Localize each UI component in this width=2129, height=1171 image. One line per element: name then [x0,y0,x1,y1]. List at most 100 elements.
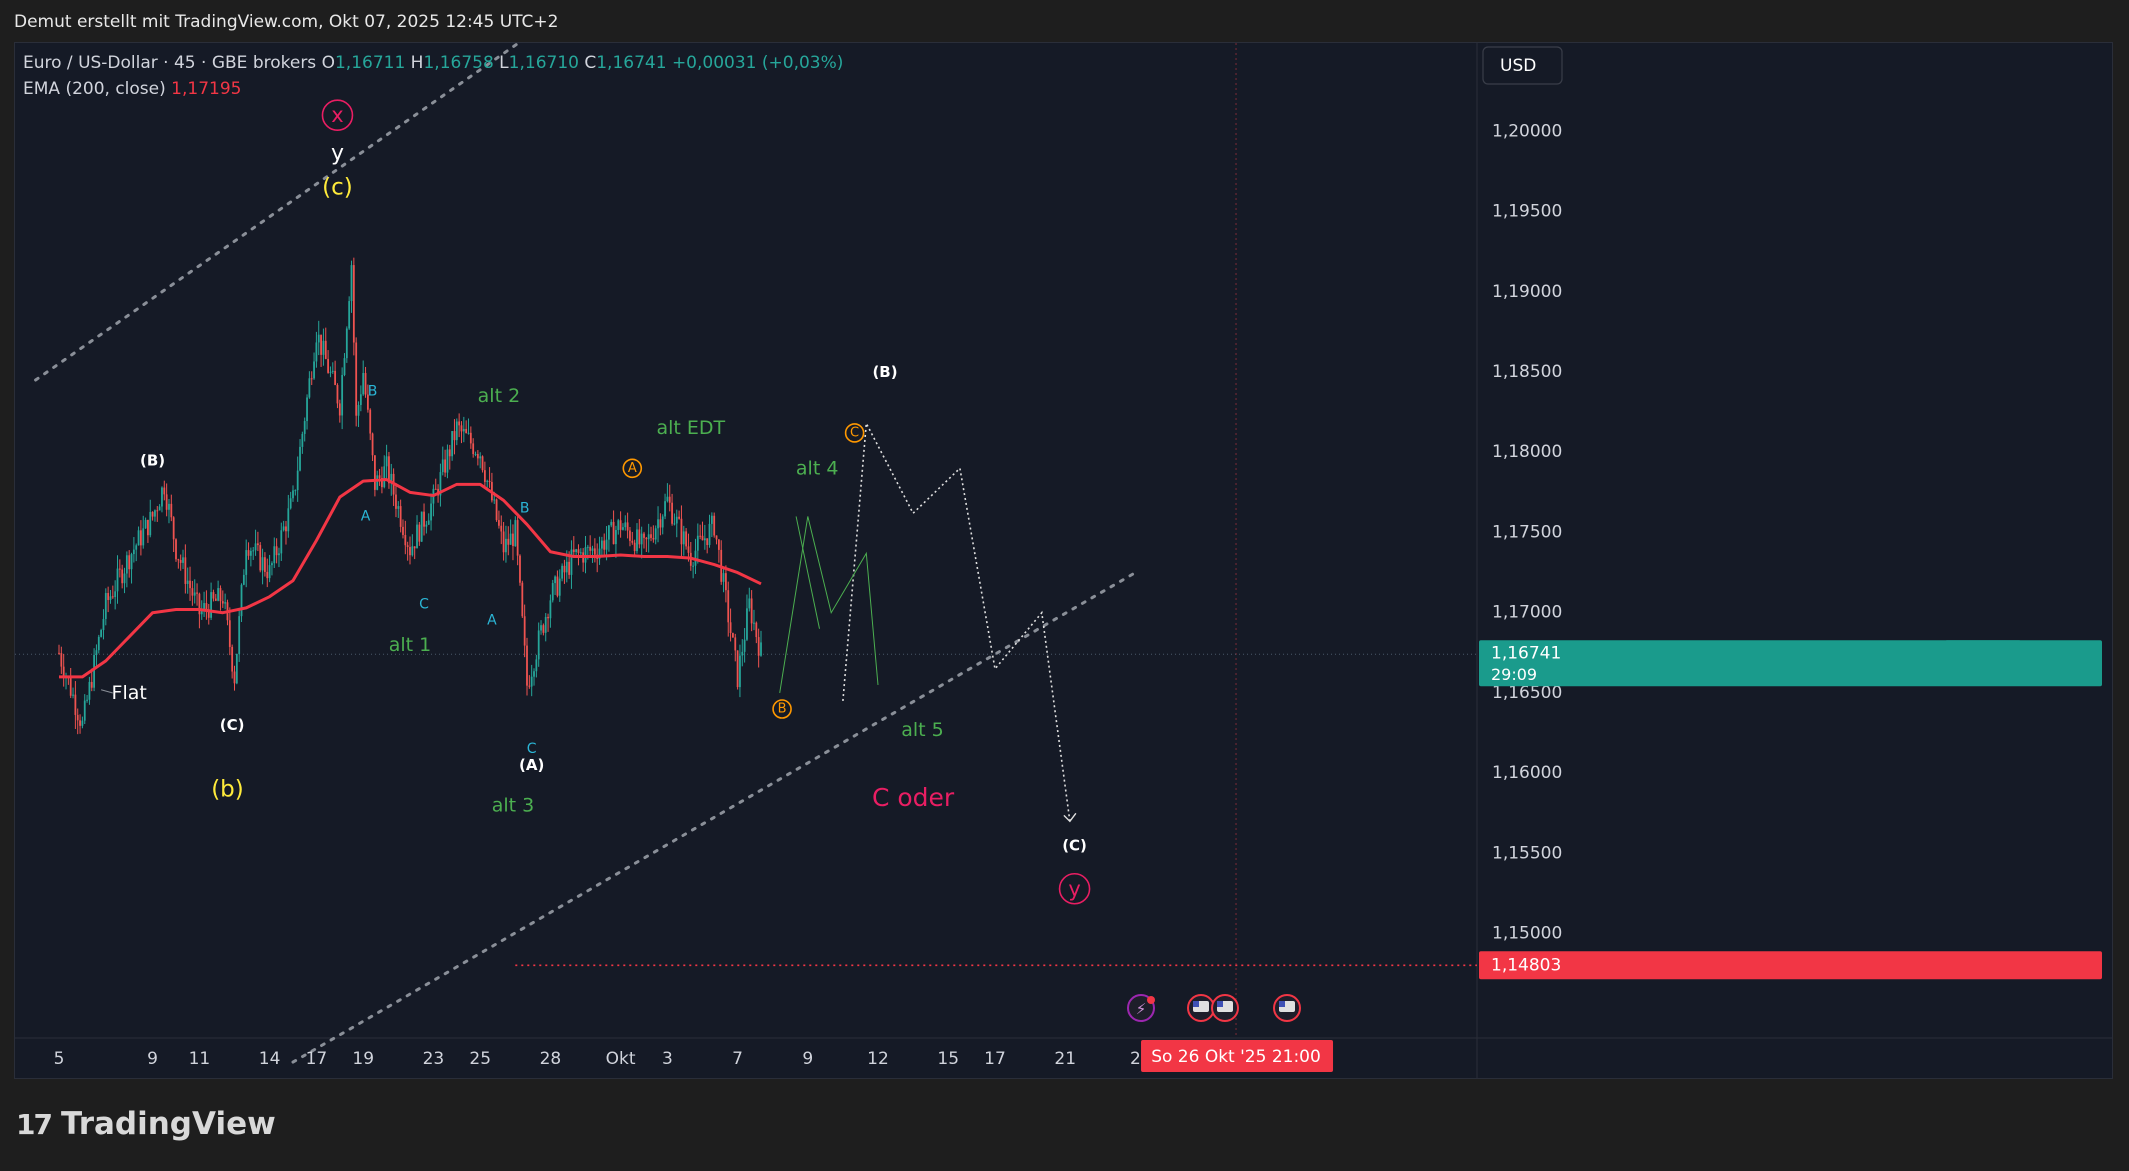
candle-body [88,681,91,700]
candle-body [519,555,521,583]
wave-label: alt EDT [656,417,725,439]
candle-body [322,340,325,355]
price-tick-label: 1,16500 [1492,683,1562,703]
time-tick-label: Okt [606,1049,636,1069]
candle-body [193,592,196,596]
candle-body [364,373,367,395]
candle-body [507,538,510,545]
candle-body [381,477,383,488]
candle-body [231,646,234,672]
price-tick-label: 1,17000 [1492,603,1562,623]
candle-body [512,533,514,547]
candle-body [198,593,201,615]
candle-body [500,525,503,532]
candle-body [357,404,360,416]
candle-body [79,720,81,726]
candle-body [664,501,666,517]
candle-body [278,553,280,556]
currency-button-label[interactable]: USD [1500,56,1536,76]
candle-body [402,526,404,535]
price-axis[interactable] [1477,43,2113,1079]
candle-body [638,529,641,545]
candle-body [205,603,208,610]
candle-body [317,334,320,343]
candle-body [268,565,271,579]
candle-body [240,584,243,617]
time-tick-label: 14 [259,1049,281,1069]
candle-body [210,592,212,618]
candle-body [90,681,93,688]
candle-body [521,582,524,617]
candle-body [558,578,561,596]
candle-body [100,630,103,637]
candle-body [748,598,751,609]
tradingview-logo[interactable]: 17 TradingView [16,1106,276,1142]
candle-body [706,538,709,546]
candle-body [132,549,135,555]
candle-body [69,677,72,696]
time-tick-label: 17 [984,1049,1006,1069]
candle-body [104,593,107,619]
currency-button[interactable] [1482,46,1563,85]
notification-dot [1147,996,1155,1004]
candle-body [710,515,713,524]
time-tick-label: 28 [540,1049,562,1069]
last-price-tag [1479,640,2102,687]
alt-projection-path [779,516,879,694]
candle-body [423,511,425,527]
candle-body [123,573,126,584]
candle-body [451,431,454,457]
level-price-text: 1,14803 [1491,955,1561,975]
candle-body [362,373,365,395]
candle-body [687,546,690,553]
flat-leader-line [100,689,113,694]
candle-body [179,559,182,563]
candle-body [465,428,468,433]
wave-label: alt 5 [901,719,944,741]
wave-label: B [520,500,530,516]
candle-body [348,301,351,329]
wave-label: alt 4 [796,457,839,479]
candle-body [544,616,547,633]
candle-body [458,421,461,426]
candle-body [495,499,498,521]
price-tick-label: 1,15000 [1492,924,1562,944]
wave-label: alt 1 [389,634,432,656]
candle-body [238,616,241,654]
crosshair-date-text: So 26 Okt '25 21:00 [1151,1047,1321,1067]
time-tick-label: 7 [732,1049,743,1069]
candle-body [643,533,645,538]
candle-body [249,550,252,556]
candle-body [315,342,318,362]
wave-label: C oder [872,783,955,812]
candle-body [615,530,617,545]
candle-body [547,616,549,619]
wave-circle [622,458,643,479]
candle-body [107,593,110,600]
time-tick-label: 9 [802,1049,813,1069]
candle-body [673,523,676,525]
candle-body [575,549,578,553]
tradingview-logo-icon: 17 [16,1107,53,1141]
wave-label: A [487,613,497,629]
footer [0,1080,2129,1171]
wave-label: C [850,425,859,440]
candle-body [175,539,177,560]
candle-body [757,637,760,656]
candle-body [753,622,755,624]
candle-body [561,565,563,579]
candle-body [474,454,477,456]
candle-body [523,616,526,646]
candle-body [154,510,156,517]
last-price-text: 1,16741 [1491,643,1561,663]
candle-body [81,720,84,726]
candle-body [729,622,732,634]
wave-label: B [368,383,378,399]
candle-body [371,433,374,456]
candle-body [374,455,376,490]
candle-body [701,535,704,541]
candle-body [196,592,198,594]
candle-body [168,503,170,510]
